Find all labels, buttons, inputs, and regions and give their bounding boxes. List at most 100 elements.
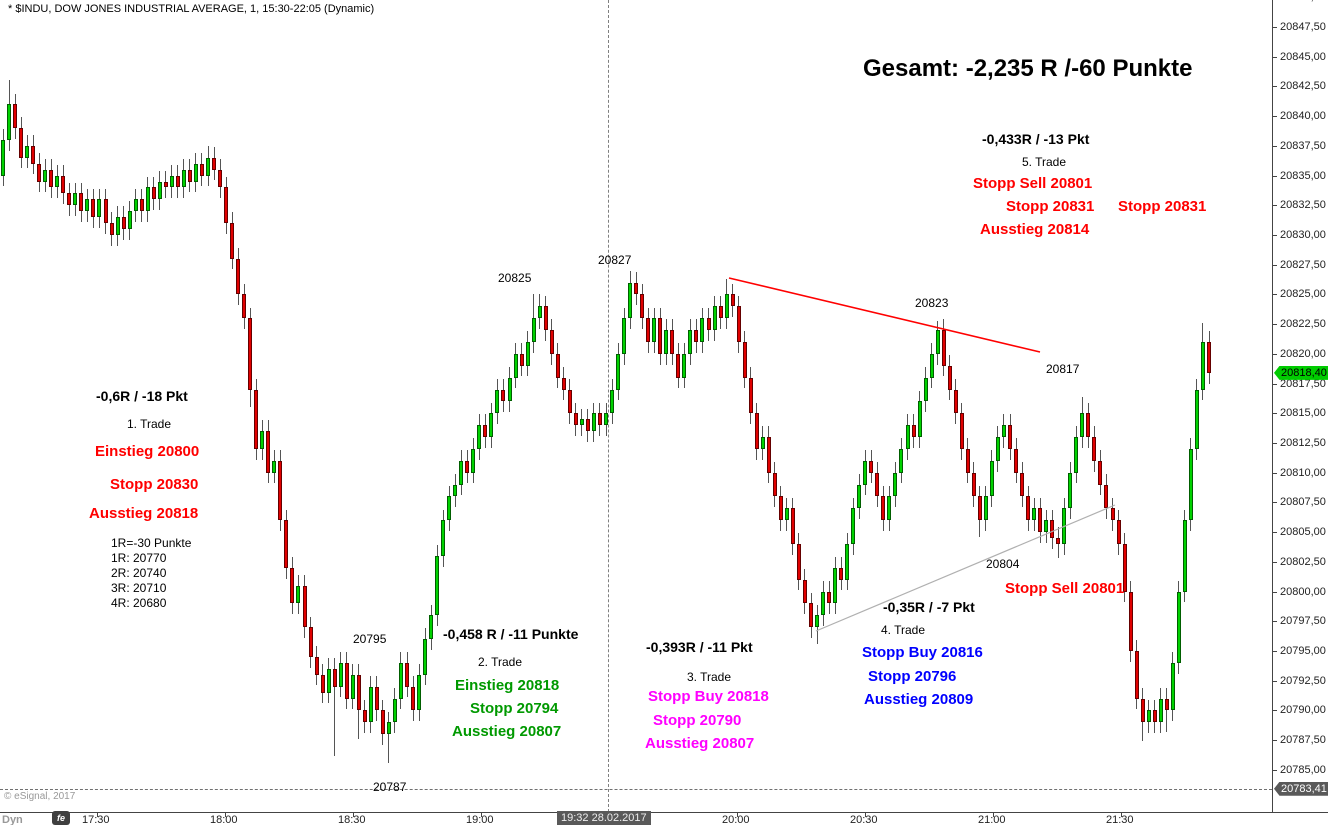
price-axis-label: 20785,00 [1280,763,1326,776]
candlestick [772,472,777,497]
trade-5-label: -0,433R / -13 Pkt [982,131,1090,147]
candlestick [1056,538,1061,545]
price-swing-label: 20827 [598,253,632,267]
candlestick [67,193,72,206]
candlestick [1050,520,1055,539]
candlestick [1080,413,1085,438]
price-axis-label: 20807,50 [1280,496,1326,509]
candlestick [133,199,138,212]
candlestick [495,389,500,414]
candlestick [489,413,494,438]
candlestick [236,258,241,295]
candlestick [664,330,669,354]
candlestick [971,472,976,497]
candlestick [332,668,337,687]
candlestick [1146,710,1151,723]
candlestick [634,282,639,295]
candlestick [1092,437,1097,461]
price-axis-label: 20792,50 [1280,674,1326,687]
price-axis-label: 20842,50 [1280,80,1326,93]
candlestick [640,294,645,319]
candlestick [405,662,409,687]
candlestick [344,662,349,699]
candlestick [230,223,235,259]
price-axis-tick [1273,561,1277,563]
candlestick [549,330,554,354]
time-axis-tick [353,813,354,817]
candlestick [1086,413,1091,438]
total-result-label: Gesamt: -2,235 R /-60 Punkte [863,55,1193,82]
trade-3-label: 3. Trade [687,670,732,684]
candlestick [465,460,470,473]
candlestick [13,104,18,129]
time-axis-tick [865,813,866,817]
candlestick [585,419,590,432]
candlestick [652,318,657,342]
candlestick [543,306,548,331]
price-axis-label: 20837,50 [1280,139,1326,152]
candlestick [1,139,5,176]
candlestick [947,365,952,390]
candlestick [917,401,922,438]
candlestick [863,460,868,485]
trade-2-label: Einstieg 20818 [455,677,560,694]
trade-5-label: Stopp Sell 20801 [973,175,1093,192]
candlestick [839,567,844,580]
candlestick [193,163,198,182]
candlestick [302,585,307,628]
price-swing-label: 20795 [353,632,387,646]
candlestick [55,175,60,188]
candlestick [622,318,627,354]
trade-3-label: Stopp Buy 20818 [648,688,769,705]
price-axis-label: 20822,50 [1280,318,1326,331]
price-axis[interactable]: 20850,00 20847,50 20845,00 20842,50 20840,00… [1272,0,1328,812]
candlestick [181,169,186,188]
candlestick [646,318,651,342]
dyn-button[interactable]: Dyn [2,814,23,825]
candlestick [845,544,850,580]
price-axis-tick [1273,116,1277,118]
candlestick [386,722,391,735]
candlestick [37,163,42,182]
candlestick [513,353,518,378]
candlestick [73,193,78,206]
price-axis-tick [1273,145,1277,147]
candlestick [748,377,753,414]
candlestick [977,496,982,521]
candlestick [435,555,440,616]
price-axis-tick [1273,443,1277,444]
candlestick [429,615,434,640]
candlestick [272,460,277,473]
time-axis-tick [1121,813,1122,817]
candlestick [1182,520,1187,592]
price-swing-label: 20825 [498,271,532,285]
price-axis-label: 20815,00 [1280,407,1326,420]
support-line [815,504,1116,632]
candlestick [368,686,373,723]
candlestick [1014,448,1019,473]
candlestick [157,181,162,200]
time-axis-tick [737,813,738,817]
candlestick [1140,698,1145,723]
price-axis-label: 20787,50 [1280,734,1326,747]
candlestick [175,175,180,188]
candlestick [628,282,633,319]
candlestick [784,508,789,521]
trade-1-label: Ausstieg 20818 [89,505,199,522]
candlestick [573,413,578,426]
candlestick [718,306,723,319]
price-axis-tick [1273,621,1277,623]
candlestick [1152,710,1157,723]
time-axis[interactable]: Dyn fe 17:30 18:00 18:30 19:00 20:00 20:30 21:… [0,811,1328,825]
candlestick [121,217,126,230]
chart-plot-area[interactable]: * $INDU, DOW JONES INDUSTRIAL AVERAGE, 1… [0,0,1272,812]
candlestick [809,603,814,628]
price-axis-label: 20802,50 [1280,555,1326,568]
candlestick [1020,472,1025,497]
candlestick [1194,389,1199,449]
candlestick [477,425,482,449]
trade-4-label: Stopp Sell 20801 [1005,580,1125,597]
candlestick [555,353,560,378]
candlestick [326,668,331,693]
price-axis-tick [1273,56,1277,58]
